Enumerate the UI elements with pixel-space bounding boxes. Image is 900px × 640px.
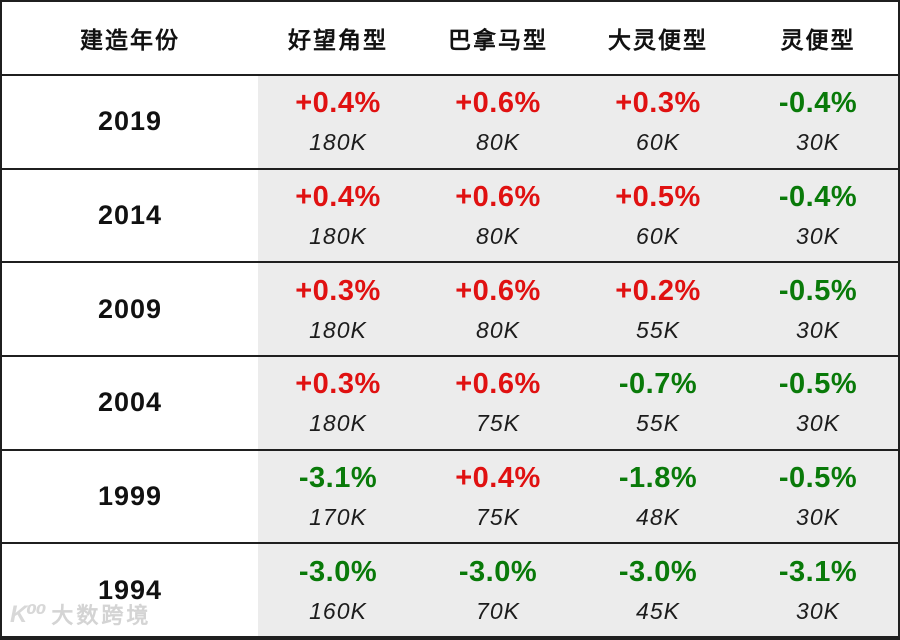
data-cell: +0.6% 80K — [418, 169, 578, 262]
data-cell: -3.0% 160K — [258, 544, 418, 637]
vessel-size-value: 30K — [796, 504, 840, 531]
pct-change-value: -0.5% — [778, 274, 858, 307]
data-cell: +0.3% 180K — [258, 263, 418, 356]
vessel-size-value: 75K — [476, 504, 520, 531]
data-cell: +0.5% 60K — [578, 169, 738, 262]
pct-change-value: +0.4% — [295, 87, 381, 120]
table-row: 2019 +0.4% 180K +0.6% 80K +0.3% 60K -0.4% 30K — [2, 76, 898, 170]
data-cell: +0.3% 60K — [578, 76, 738, 168]
year-cell: 2019 — [2, 76, 258, 168]
pct-change-value: -0.7% — [618, 368, 698, 401]
header-capesize: 好望角型 — [258, 2, 418, 74]
header-panamax: 巴拿马型 — [418, 2, 578, 74]
pct-change-value: -3.1% — [298, 462, 378, 495]
header-build-year: 建造年份 — [2, 2, 258, 74]
pct-change-value: +0.5% — [615, 181, 701, 213]
data-cell: +0.4% 180K — [258, 169, 418, 262]
data-cell: -3.0% 70K — [418, 544, 578, 637]
vessel-size-value: 180K — [309, 410, 367, 437]
data-cell: -0.7% 55K — [578, 357, 738, 449]
table-row: 1994 -3.0% 160K -3.0% 70K -3.0% 45K -3.1% 30K — [2, 544, 898, 639]
pct-change-value: -0.5% — [778, 368, 858, 401]
vessel-size-value: 48K — [636, 504, 680, 531]
table-row: 2004 +0.3% 180K +0.6% 75K -0.7% 55K -0.5% 30K — [2, 357, 898, 451]
vessel-size-value: 180K — [309, 223, 367, 249]
vessel-size-value: 60K — [636, 129, 680, 156]
header-handysize: 灵便型 — [738, 2, 898, 74]
pct-change-value: +0.6% — [455, 181, 541, 213]
pct-change-value: -3.1% — [778, 555, 858, 588]
header-supramax: 大灵便型 — [578, 2, 738, 74]
year-cell: 1994 — [2, 544, 258, 637]
pct-change-value: +0.3% — [295, 274, 381, 307]
data-cell: +0.6% 75K — [418, 357, 578, 449]
pct-change-value: -0.5% — [778, 462, 858, 495]
data-cell: +0.2% 55K — [578, 263, 738, 356]
vessel-size-value: 45K — [636, 597, 680, 624]
pct-change-value: +0.3% — [295, 368, 381, 401]
vessel-size-value: 55K — [636, 316, 680, 343]
year-cell: 1999 — [2, 450, 258, 543]
vessel-size-value: 30K — [796, 129, 840, 156]
data-cell: +0.6% 80K — [418, 263, 578, 356]
pct-change-value: +0.6% — [455, 87, 541, 120]
vessel-size-value: 55K — [636, 410, 680, 437]
pct-change-value: -3.0% — [458, 555, 538, 588]
data-cell: -0.4% 30K — [738, 169, 898, 262]
vessel-size-value: 170K — [309, 504, 367, 531]
pct-change-value: +0.4% — [455, 462, 541, 495]
vessel-size-value: 60K — [636, 223, 680, 249]
pct-change-value: +0.4% — [295, 181, 381, 213]
data-cell: -3.0% 45K — [578, 544, 738, 637]
year-cell: 2004 — [2, 357, 258, 449]
vessel-size-value: 30K — [796, 597, 840, 624]
data-cell: +0.6% 80K — [418, 76, 578, 168]
vessel-size-value: 75K — [476, 410, 520, 437]
pct-change-value: -3.0% — [618, 555, 698, 588]
vessel-size-value: 80K — [476, 316, 520, 343]
data-cell: -0.5% 30K — [738, 357, 898, 449]
vessel-size-value: 80K — [476, 223, 520, 249]
data-cell: -1.8% 48K — [578, 450, 738, 543]
data-cell: -0.4% 30K — [738, 76, 898, 168]
data-cell: +0.4% 75K — [418, 450, 578, 543]
table-row: 2009 +0.3% 180K +0.6% 80K +0.2% 55K -0.5% 30K — [2, 263, 898, 358]
vessel-size-value: 30K — [796, 223, 840, 249]
data-cell: +0.3% 180K — [258, 357, 418, 449]
vessel-size-value: 30K — [796, 410, 840, 437]
table-row: 1999 -3.1% 170K +0.4% 75K -1.8% 48K -0.5% 30K — [2, 450, 898, 545]
data-cell: -3.1% 170K — [258, 450, 418, 543]
vessel-size-value: 80K — [476, 129, 520, 156]
pct-change-value: +0.6% — [455, 274, 541, 307]
pct-change-value: +0.3% — [615, 87, 701, 120]
data-cell: -0.5% 30K — [738, 450, 898, 543]
pct-change-value: -1.8% — [618, 462, 698, 495]
pct-change-value: -0.4% — [778, 181, 858, 213]
pct-change-value: -0.4% — [778, 87, 858, 120]
vessel-size-value: 180K — [309, 129, 367, 156]
pct-change-value: -3.0% — [298, 555, 378, 588]
vessel-size-value: 180K — [309, 316, 367, 343]
vessel-size-value: 70K — [476, 597, 520, 624]
data-cell: +0.4% 180K — [258, 76, 418, 168]
pct-change-value: +0.6% — [455, 368, 541, 401]
pct-change-value: +0.2% — [615, 274, 701, 307]
data-cell: -0.5% 30K — [738, 263, 898, 356]
table-row: 2014 +0.4% 180K +0.6% 80K +0.5% 60K -0.4% 30K — [2, 169, 898, 264]
year-cell: 2009 — [2, 263, 258, 356]
vessel-size-value: 160K — [309, 597, 367, 624]
data-cell: -3.1% 30K — [738, 544, 898, 637]
vessel-size-value: 30K — [796, 316, 840, 343]
year-cell: 2014 — [2, 169, 258, 262]
table-header-row: 建造年份 好望角型 巴拿马型 大灵便型 灵便型 — [2, 2, 898, 76]
